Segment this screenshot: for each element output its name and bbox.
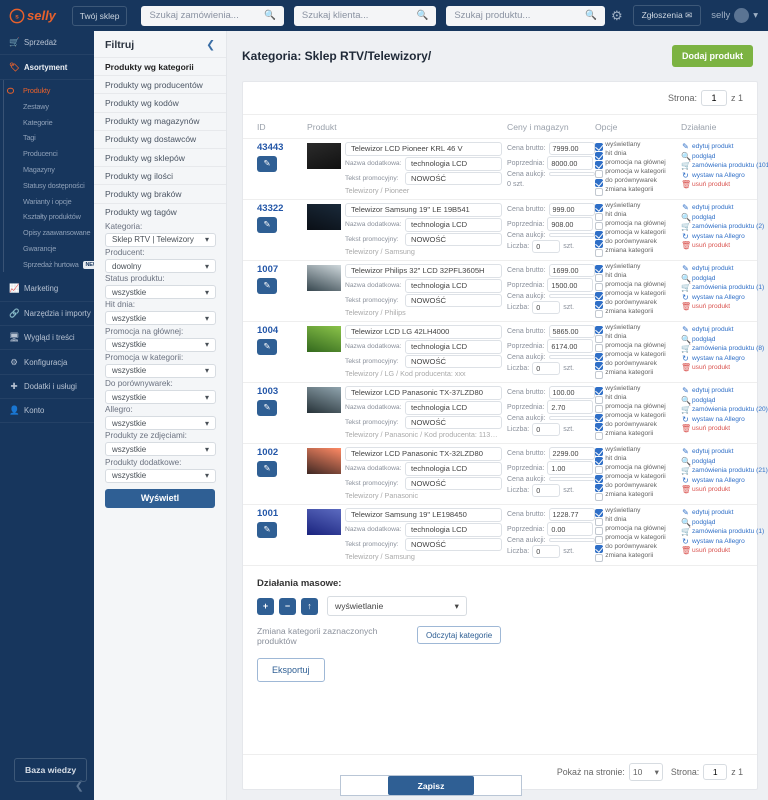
- svg-text:s: s: [15, 13, 19, 20]
